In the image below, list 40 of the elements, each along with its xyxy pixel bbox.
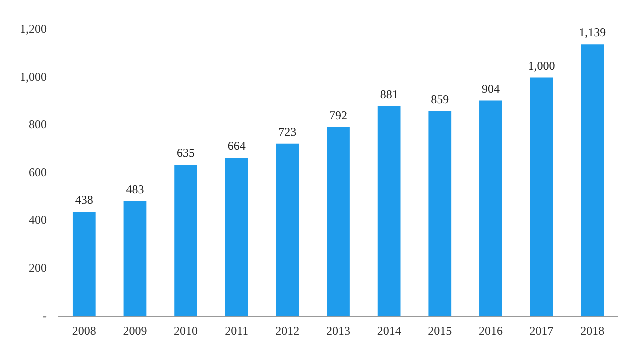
x-tick-label: 2015 [428, 324, 452, 338]
data-label: 723 [278, 125, 297, 140]
data-label: 438 [75, 193, 94, 208]
bar [530, 78, 554, 317]
y-tick-label: 1,200 [20, 22, 47, 36]
x-tick-label: 2012 [276, 324, 300, 338]
x-tick-label: 2016 [478, 324, 503, 338]
x-tick-label: 2010 [174, 324, 198, 338]
bar [581, 44, 604, 317]
x-tick-label: 2009 [123, 324, 148, 338]
data-label: 792 [330, 108, 348, 123]
data-label: 904 [482, 82, 500, 96]
x-tick-label: 2014 [377, 324, 402, 338]
x-tick-label: 2008 [72, 324, 96, 338]
data-label: 1,000 [528, 58, 556, 73]
bar [225, 158, 248, 317]
bar [428, 111, 452, 317]
bar [72, 212, 96, 317]
bar [378, 106, 401, 317]
bar [327, 127, 350, 317]
y-tick-label: 800 [29, 118, 47, 132]
x-tick-label: 2011 [225, 324, 249, 338]
x-tick-label: 2013 [326, 324, 350, 338]
data-label: 1,139 [579, 26, 606, 40]
data-label: 635 [177, 146, 196, 160]
data-label: 483 [126, 182, 144, 196]
bar [276, 144, 300, 317]
y-tick-label: 1,000 [20, 70, 47, 84]
data-label: 881 [380, 87, 398, 102]
y-tick-label: 400 [29, 213, 47, 228]
bar [174, 164, 198, 317]
bar [480, 100, 502, 317]
y-tick-label: - [43, 308, 47, 323]
y-tick-label: 600 [29, 165, 47, 180]
x-tick-label: 2018 [580, 324, 605, 338]
x-tick-label: 2017 [530, 324, 554, 338]
bar [124, 201, 147, 317]
y-tick-label: 200 [29, 260, 47, 275]
data-label: 664 [228, 139, 246, 154]
data-label: 859 [431, 92, 450, 107]
